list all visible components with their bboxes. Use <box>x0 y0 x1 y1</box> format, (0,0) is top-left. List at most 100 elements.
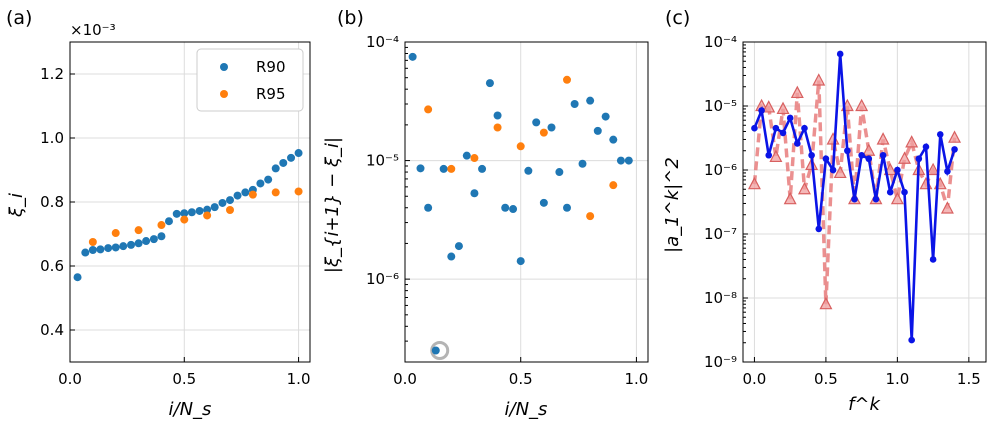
panel-b-point-r95 <box>447 164 456 173</box>
panel-c-red-marker <box>747 176 761 190</box>
panel-a-point-r90 <box>111 243 120 252</box>
legend-box <box>196 48 304 112</box>
panel-c-blue-marker <box>901 188 908 196</box>
panel-a-point-r90 <box>81 248 90 257</box>
panel-a-point-r90 <box>294 149 303 158</box>
panel-b-ylabel: |ξ_{i+1} − ξ_i| <box>322 137 343 273</box>
panel-c-blue-marker <box>786 114 794 122</box>
panel-b-point-r90 <box>485 79 494 88</box>
panel-b-point-r90 <box>478 164 487 173</box>
panel-a-point-r95 <box>157 221 166 230</box>
panel-a-point-r90 <box>180 209 189 218</box>
panel-c-blue-marker <box>844 147 851 155</box>
panel-b-point-r90 <box>431 346 440 355</box>
panel-b-point-r90 <box>408 52 417 61</box>
panel-c-blue-marker <box>922 143 930 151</box>
panel-b-point-r90 <box>593 126 602 135</box>
panel-a-point-r95 <box>294 187 303 196</box>
panel-c-ylabel: |a_1^k|^2 <box>662 157 683 253</box>
panel-c-ytick-label: 10⁻⁸ <box>704 289 737 307</box>
panel-a-point-r90 <box>226 196 234 205</box>
panel-b-point-r95 <box>586 212 595 221</box>
panel-c-red-marker <box>926 162 940 176</box>
panel-a-point-r90 <box>134 239 143 248</box>
panel-a-point-r95 <box>134 226 143 235</box>
panel-b-point-r90 <box>462 151 471 160</box>
panel-a-point-r90 <box>119 242 128 251</box>
panel-b-point-r90 <box>578 159 587 168</box>
panel-a-offset-text: ×10⁻³ <box>70 21 116 39</box>
panel-a-point-r95 <box>271 188 280 197</box>
panel-a-ylabel: ξ_i <box>6 193 27 218</box>
panel-a-xlabel: i/N_s <box>169 399 212 420</box>
panel-c-red-marker <box>898 151 912 164</box>
panel-a-ytick-label: 1.2 <box>40 65 64 83</box>
panel-b-point-r90 <box>539 198 548 207</box>
panel-a-point-r90 <box>241 188 250 197</box>
panel-c-red-marker <box>769 149 783 163</box>
panel-a-point-r90 <box>142 237 151 246</box>
panel-b-highlight-ring <box>430 341 450 361</box>
panel-b-point-r90 <box>509 205 518 214</box>
panel-b-point-r90 <box>501 203 510 212</box>
panel-b-point-r90 <box>447 252 456 261</box>
panel-a-point-r90 <box>88 246 97 254</box>
panel-c-blue-marker <box>758 107 765 114</box>
panel-c-blue-marker <box>815 225 823 233</box>
panel-c-blue-marker <box>879 151 887 159</box>
panel-b-point-r90 <box>547 123 556 132</box>
panel-b-label: (b) <box>337 7 364 29</box>
panel-b-frame <box>404 41 649 363</box>
panel-c-ytick-label: 10⁻⁹ <box>704 353 737 371</box>
panel-c-red-marker <box>797 181 811 195</box>
panel-c-red-marker <box>776 101 790 115</box>
panel-c-blue-marker <box>951 146 958 153</box>
panel-a-ytick-label: 1.0 <box>40 129 64 147</box>
panel-a-point-r95 <box>226 206 234 214</box>
panel-b-point-r90 <box>439 164 448 173</box>
panel-b-point-r90 <box>470 189 479 198</box>
panel-c-red-marker <box>855 98 869 112</box>
panel-b-point-r90 <box>555 168 564 177</box>
panel-b-point-r90 <box>586 96 595 105</box>
panel-b-point-r95 <box>609 181 618 190</box>
panel-a-point-r90 <box>104 244 113 253</box>
panel-c-xtick-label: 0.5 <box>814 370 838 388</box>
panel-b-point-r95 <box>424 105 433 114</box>
panel-c-frame <box>742 41 987 363</box>
panel-b-point-r90 <box>424 203 433 212</box>
panel-b-xtick-label: 0.5 <box>509 370 533 388</box>
panel-b-point-r90 <box>516 257 525 266</box>
legend-label-r90: R90 <box>256 58 286 76</box>
panel-c-red-marker <box>826 132 840 145</box>
panel-b-point-r95 <box>563 75 571 84</box>
panel-c-blue-marker <box>915 155 923 163</box>
panel-c-blue-marker <box>872 195 880 203</box>
panel-a-point-r90 <box>233 191 242 200</box>
panel-b-point-r90 <box>609 135 618 144</box>
panel-c-red-marker <box>876 132 890 145</box>
panel-a: (a) ×10⁻³ 0.0 0.5 1.0 0.4 0.6 0.8 1.0 1.2 i/N_s… <box>6 7 311 420</box>
panel-a-point-r90 <box>256 179 265 188</box>
panel-c-red-marker <box>812 73 826 86</box>
panel-a-point-r90 <box>149 235 158 244</box>
panel-c-blue-marker <box>808 151 815 159</box>
panel-a-point-r90 <box>164 217 173 226</box>
panel-c-red-marker <box>819 296 833 310</box>
panel-a-xtick-label: 0.5 <box>172 370 196 388</box>
panel-b-xtick-label: 0.0 <box>393 370 417 388</box>
panel-c-blue-marker <box>829 166 837 174</box>
legend-marker-r95 <box>220 90 228 98</box>
panel-c-blue-marker <box>801 124 808 132</box>
panel-b-point-r95 <box>516 142 525 151</box>
legend-label-r95: R95 <box>256 85 286 103</box>
panel-c-blue-marker <box>851 195 858 203</box>
panel-a-xtick-label: 0.0 <box>58 370 82 388</box>
panel-a-xtick-label: 1.0 <box>287 370 311 388</box>
panel-b-xlabel: i/N_s <box>505 399 548 420</box>
panel-a-point-r95 <box>203 211 212 220</box>
panel-b-point-r90 <box>570 99 579 108</box>
panel-a-point-r90 <box>203 205 212 214</box>
panel-a-label: (a) <box>6 7 32 29</box>
